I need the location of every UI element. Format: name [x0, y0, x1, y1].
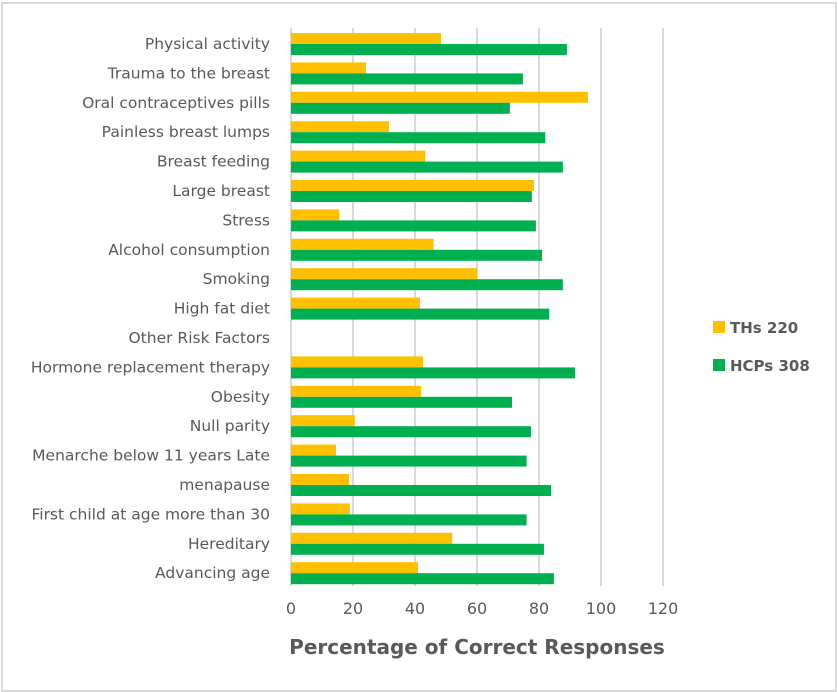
bar-hcps-308-advancing-age[interactable]: [291, 573, 554, 585]
category-label-breast-feeding: Breast feeding: [157, 153, 270, 171]
bar-hcps-308-high-fat-diet[interactable]: [291, 308, 550, 320]
bar-ths-220-null-parity[interactable]: [291, 415, 355, 427]
bar-ths-220-trauma-to-the-breast[interactable]: [291, 62, 367, 74]
bar-ths-220-smoking[interactable]: [291, 268, 477, 280]
bar-hcps-308-menarche-below-11-years-late[interactable]: [291, 455, 527, 467]
category-label-oral-contraceptives-pills: Oral contraceptives pills: [82, 94, 270, 112]
category-label-stress: Stress: [222, 211, 270, 229]
category-label-painless-breast-lumps: Painless breast lumps: [102, 123, 270, 141]
category-label-obesity: Obesity: [211, 388, 270, 406]
bar-hcps-308-first-child-at-age-more-than-30[interactable]: [291, 514, 527, 526]
x-tick-label-80: 80: [529, 599, 549, 618]
category-label-high-fat-diet: High fat diet: [174, 300, 270, 318]
bar-ths-220-hereditary[interactable]: [291, 532, 453, 544]
category-labels: Physical activity Trauma to the breast Ora…: [31, 35, 270, 582]
bar-ths-220-first-child-at-age-more-than-30[interactable]: [291, 503, 350, 515]
bar-hcps-308-obesity[interactable]: [291, 396, 513, 408]
bar-ths-220-alcohol-consumption[interactable]: [291, 238, 434, 250]
bar-ths-220-breast-feeding[interactable]: [291, 150, 426, 162]
legend-swatch-hcps: [713, 359, 725, 371]
x-tick-label-120: 120: [648, 599, 679, 618]
legend-label-ths: THs 220: [730, 319, 798, 337]
category-label-trauma-to-the-breast: Trauma to the breast: [107, 64, 270, 82]
x-tick-label-60: 60: [467, 599, 487, 618]
bars: [291, 33, 588, 585]
bar-hcps-308-trauma-to-the-breast[interactable]: [291, 73, 523, 85]
bar-ths-220-oral-contraceptives-pills[interactable]: [291, 91, 588, 103]
bar-ths-220-high-fat-diet[interactable]: [291, 297, 420, 309]
bar-ths-220-advancing-age[interactable]: [291, 562, 419, 574]
bar-hcps-308-oral-contraceptives-pills[interactable]: [291, 102, 510, 114]
bar-ths-220-painless-breast-lumps[interactable]: [291, 121, 389, 133]
bar-hcps-308-smoking[interactable]: [291, 279, 563, 291]
legend-item-ths[interactable]: THs 220: [713, 319, 798, 337]
bar-hcps-308-breast-feeding[interactable]: [291, 161, 563, 173]
category-label-advancing-age: Advancing age: [155, 564, 270, 582]
bar-hcps-308-hereditary[interactable]: [291, 543, 544, 555]
bar-hcps-308-large-breast[interactable]: [291, 191, 532, 202]
category-label-hereditary: Hereditary: [188, 535, 270, 553]
bar-hcps-308-hormone-replacement-therapy[interactable]: [291, 367, 575, 379]
category-label-physical-activity: Physical activity: [145, 35, 270, 53]
x-tick-labels: 0 20 40 60 80 100 120: [286, 599, 678, 618]
x-tick-label-20: 20: [343, 599, 363, 618]
bar-ths-220-obesity[interactable]: [291, 385, 422, 397]
bar-hcps-308-painless-breast-lumps[interactable]: [291, 132, 546, 144]
bar-hcps-308-menapause[interactable]: [291, 485, 552, 496]
legend: THs 220 HCPs 308: [713, 319, 810, 375]
category-label-alcohol-consumption: Alcohol consumption: [108, 241, 270, 259]
category-label-first-child-at-age-more-than-30: First child at age more than 30: [31, 505, 270, 523]
category-label-null-parity: Null parity: [190, 417, 270, 435]
legend-label-hcps: HCPs 308: [730, 357, 810, 375]
category-label-other-risk-factors: Other Risk Factors: [128, 329, 270, 347]
category-label-large-breast: Large breast: [172, 182, 270, 200]
bar-hcps-308-stress[interactable]: [291, 220, 536, 232]
legend-swatch-ths: [713, 321, 725, 333]
bar-hcps-308-null-parity[interactable]: [291, 426, 531, 438]
category-label-menapause: menapause: [179, 476, 270, 494]
bar-ths-220-menapause[interactable]: [291, 474, 349, 485]
bar-ths-220-stress[interactable]: [291, 209, 340, 221]
category-label-hormone-replacement-therapy: Hormone replacement therapy: [31, 358, 270, 376]
x-tick-label-100: 100: [586, 599, 617, 618]
x-axis-title: Percentage of Correct Responses: [289, 635, 665, 659]
bar-hcps-308-physical-activity[interactable]: [291, 44, 567, 55]
category-label-menarche-below-11-years-late: Menarche below 11 years Late: [32, 447, 270, 465]
x-tick-label-40: 40: [405, 599, 425, 618]
bar-hcps-308-alcohol-consumption[interactable]: [291, 249, 543, 261]
category-label-smoking: Smoking: [203, 270, 270, 288]
bar-ths-220-hormone-replacement-therapy[interactable]: [291, 356, 424, 368]
x-tick-label-0: 0: [286, 599, 296, 618]
bar-ths-220-menarche-below-11-years-late[interactable]: [291, 444, 336, 456]
bar-ths-220-large-breast[interactable]: [291, 180, 535, 191]
bar-ths-220-physical-activity[interactable]: [291, 33, 442, 44]
legend-item-hcps[interactable]: HCPs 308: [713, 357, 810, 375]
